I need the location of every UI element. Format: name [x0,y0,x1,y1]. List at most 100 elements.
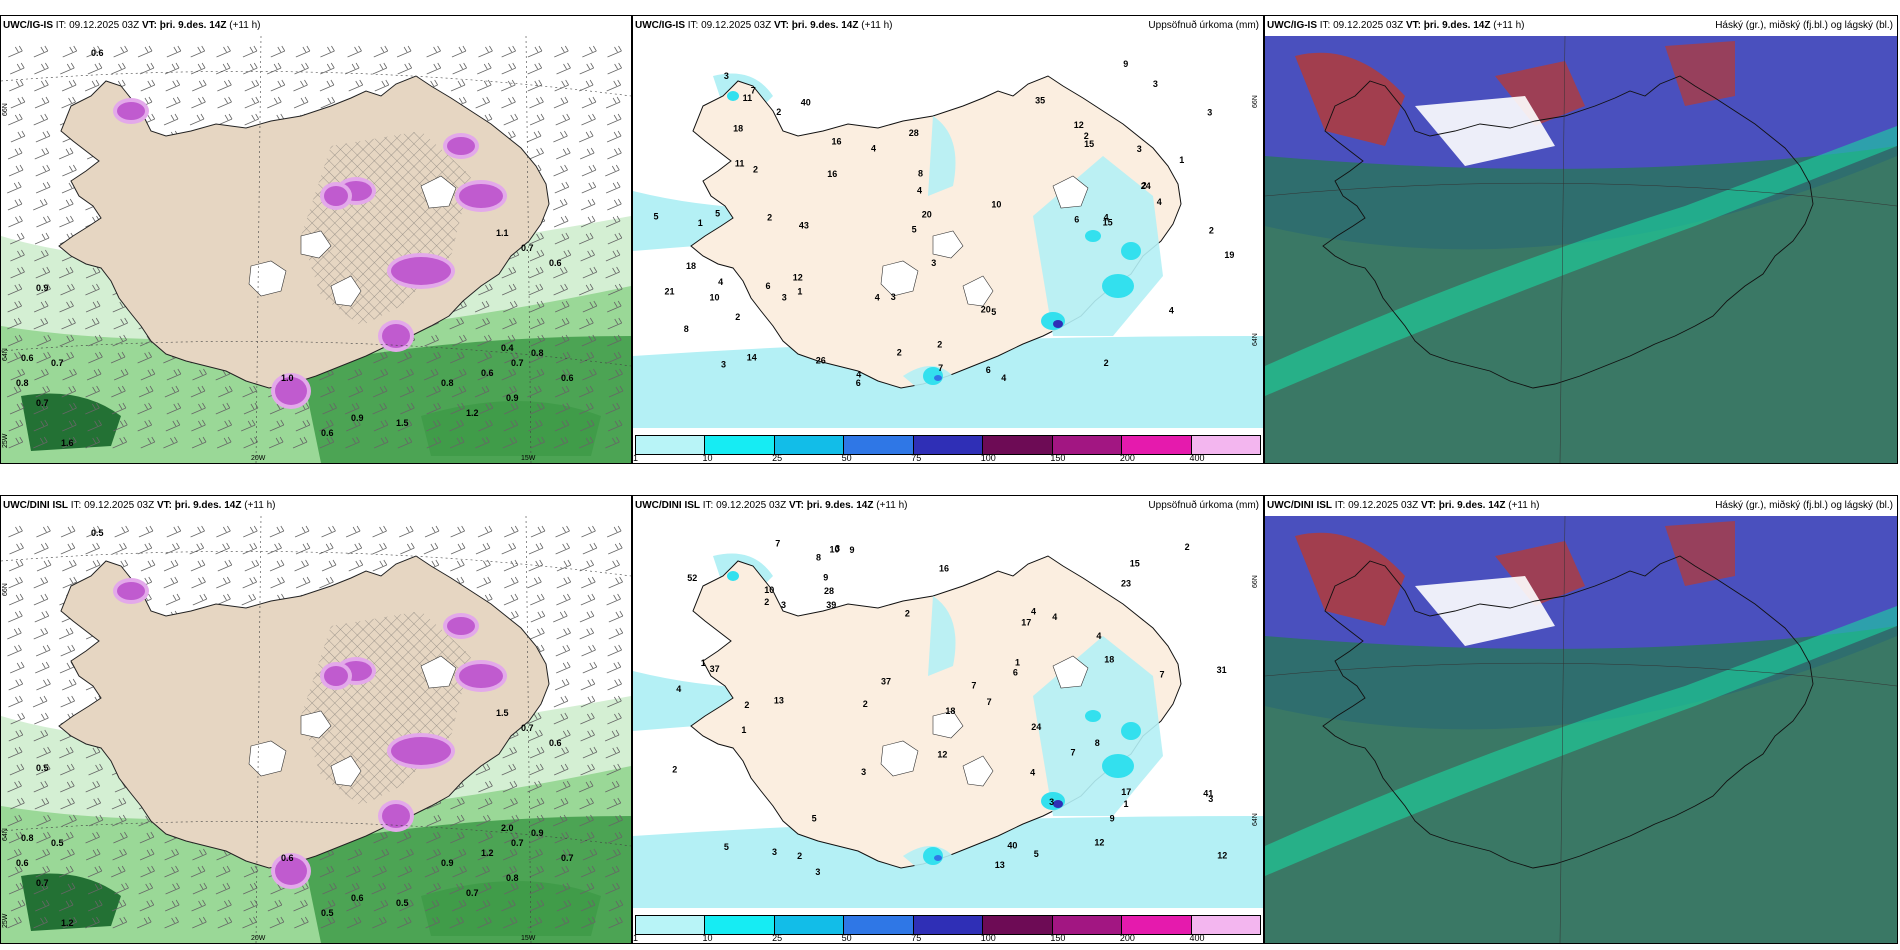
precip-value: 5 [715,209,720,219]
precip-value: 7 [1160,670,1165,680]
precip-value: 3 [781,600,786,610]
precip-value: 5 [1034,849,1039,859]
map-area[interactable] [1265,36,1897,463]
valid-time: þri. 9.des. 14Z [159,20,227,31]
lon-label-15w: 15W [521,455,536,462]
panel-title: UWC/DINI ISL IT: 09.12.2025 03Z VT: þri.… [635,496,907,516]
precip-value: 2 [776,107,781,117]
colorbar-tick-label: 10 [702,933,713,943]
precip-intensity-core [447,617,475,635]
glacier [420,655,457,689]
glacier [880,260,919,297]
map-area[interactable]: 66N 64N 6 2 4 3 2 4 5 6 3 2 3 2 4 1 3 3 5 8 5 10 20 18 12 15 4 4 2 2 3… [633,36,1263,463]
value-label: 0.5 [321,908,334,918]
value-label: 0.8 [441,378,454,388]
glacier [330,755,362,787]
precip-value: 9 [850,545,855,555]
glacier [300,230,332,259]
value-label: 1.2 [61,918,74,928]
panel-title: UWC/DINI ISL IT: 09.12.2025 03Z VT: þri.… [1267,496,1539,516]
value-label: 0.6 [549,738,562,748]
model-name: UWC/DINI ISL [635,500,700,511]
colorbar-tick-label: 200 [1119,933,1135,943]
precip-value: 10 [830,545,840,555]
value-label: 0.6 [351,893,364,903]
precip-value: 3 [1207,107,1212,117]
init-time-label: IT: [687,20,699,31]
precip-core [1102,274,1134,298]
clear-sky-area [1415,96,1555,166]
map-panel-precip-dini[interactable]: UWC/DINI ISL IT: 09.12.2025 03Z VT: þri.… [632,495,1264,944]
lon-label-25w: 25W [2,433,9,448]
precip-value: 11 [743,93,753,103]
lat-label-64n: 64N [1252,333,1259,346]
map-canvas [1265,516,1897,943]
colorbar-swatch [913,916,984,934]
precip-value: 12 [1094,837,1104,847]
precip-value: 3 [815,867,820,877]
map-area[interactable]: 66N 64N 20W 15W 25W 0.5 0.5 0.8 0.5 0.6 0.7 0.5 0.6 0… [1,516,631,943]
colorbar-tick-label: 400 [1189,933,1205,943]
precip-value: 6 [856,378,861,388]
lat-label-66n: 66N [2,583,9,596]
map-panel-cloud-dini[interactable]: UWC/DINI ISL IT: 09.12.2025 03Z VT: þri.… [1264,495,1898,944]
glacier [420,175,457,209]
value-label: 0.5 [51,838,64,848]
colorbar-swatch [1191,916,1260,934]
precip-peak [934,375,942,381]
precip-value: 4 [1104,212,1109,222]
lat-label-64n: 64N [2,828,9,841]
colorbar-tick-label: 25 [772,933,783,943]
forecast-offset: (+11 h) [876,500,908,511]
map-canvas: 66N64N2121832413113248717151297332478591… [633,516,1263,943]
precip-peak [1053,320,1063,328]
map-canvas: 66N 64N 20W 15W 25W 0.6 0.9 0.6 0.7 0.8 0.7 0.6 0.9 0… [1,36,631,463]
value-label: 1.1 [496,228,509,238]
colorbar-tick-label: 100 [980,453,996,463]
precip-value: 5 [724,842,729,852]
precip-value: 11 [735,159,745,169]
value-label: 0.6 [321,428,334,438]
precip-value: 6 [766,281,771,291]
colorbar-swatch [1122,436,1192,454]
high-cloud-patch [1295,532,1405,626]
precip-value: 4 [676,684,681,694]
precip-value: 2 [863,699,868,709]
precip-value: 1 [1015,658,1020,668]
init-time: 09.12.2025 03Z [1333,20,1404,31]
precip-value: 13 [995,860,1005,870]
precip-value: 6 [1013,668,1018,678]
map-panel-cloud-ig[interactable]: UWC/IG-IS IT: 09.12.2025 03Z VT: þri. 9.… [1264,15,1898,464]
map-panel-wind-dini[interactable]: UWC/DINI ISL IT: 09.12.2025 03Z VT: þri.… [0,495,632,944]
value-label: 0.7 [36,398,49,408]
precip-value: 3 [835,544,840,554]
map-panel-precip-ig[interactable]: UWC/IG-IS IT: 09.12.2025 03Z VT: þri. 9.… [632,15,1264,464]
precip-value: 14 [747,352,757,362]
lat-lon-grid [1,36,631,463]
map-canvas: 66N 64N 20W 15W 25W 0.5 0.5 0.8 0.5 0.6 0.7 0.5 0.6 0… [1,516,631,943]
precip-value: 3 [772,847,777,857]
precip-value: 2 [744,700,749,710]
map-area[interactable] [1265,516,1897,943]
precip-value: 3 [931,258,936,268]
model-name: UWC/DINI ISL [3,500,68,511]
colorbar-swatch [705,436,775,454]
panel-header: UWC/IG-IS IT: 09.12.2025 03Z VT: þri. 9.… [633,16,1263,36]
value-label: 0.5 [396,898,409,908]
valid-time-label: VT: [1405,20,1421,31]
precip-value: 2 [735,312,740,322]
precip-value: 7 [987,697,992,707]
precip-value: 43 [799,221,809,231]
map-panel-wind-ig[interactable]: UWC/IG-IS IT: 09.12.2025 03Z VT: þri. 9.… [0,15,632,464]
value-label: 2.0 [501,823,514,833]
low-cloud-band [1265,156,1897,463]
value-label: 0.7 [521,723,534,733]
map-area[interactable]: 66N 64N 2 12 18 3 2 4 1 3 1 1 3 2 4 8 7 17 15 12 9 7 3 3 2 4 7 8 5 9 1… [633,516,1263,943]
precip-core [1085,710,1101,722]
map-area[interactable]: 66N 64N 20W 15W 25W 0.6 0.9 0.6 0.7 0.8 0.7 0.6 0.9 0… [1,36,631,463]
precip-value: 5 [912,225,917,235]
precip-intensity-core [117,582,145,600]
glacier [300,710,332,739]
glacier [330,275,362,307]
value-label: 0.9 [351,413,364,423]
